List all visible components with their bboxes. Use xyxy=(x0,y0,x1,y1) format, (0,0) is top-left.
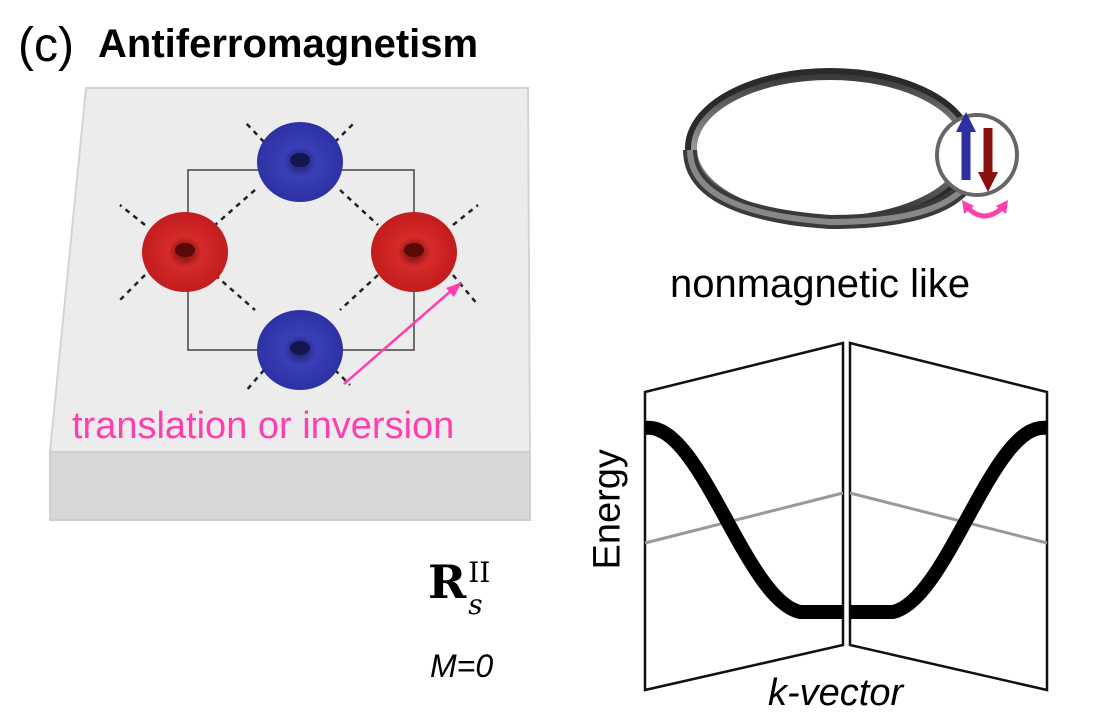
symbol-main: R xyxy=(428,555,467,609)
symbol-subscript: s xyxy=(468,588,483,621)
lattice-slab xyxy=(48,87,532,521)
ring-caption: nonmagnetic like xyxy=(670,262,971,306)
reference-line-left xyxy=(644,491,844,545)
spin-site-red-left xyxy=(142,212,228,292)
symbol-superscript: II xyxy=(468,556,491,589)
y-axis-label: Energy xyxy=(586,449,629,570)
translation-annotation: translation or inversion xyxy=(72,405,455,447)
magnetization-label: M=0 xyxy=(430,648,494,684)
spin-site-blue-bottom xyxy=(257,310,343,390)
spin-site-red-right xyxy=(371,212,457,292)
reference-line-right xyxy=(849,491,1048,545)
panel-letter: (c) xyxy=(18,19,74,72)
band-plot xyxy=(643,341,1049,692)
band-curve-left xyxy=(644,420,843,619)
spin-site-blue-top xyxy=(257,122,343,202)
bond-lines xyxy=(119,121,479,393)
panel-title: Antiferromagnetism xyxy=(98,22,479,66)
band-curve-right xyxy=(850,420,1049,619)
swap-icon xyxy=(962,200,1008,219)
symmetry-symbol: R II s xyxy=(428,555,490,619)
translation-arrow xyxy=(343,282,462,385)
x-axis-label: k-vector xyxy=(768,672,904,714)
ring-band xyxy=(683,68,975,230)
spin-pair-highlight xyxy=(935,112,1019,197)
